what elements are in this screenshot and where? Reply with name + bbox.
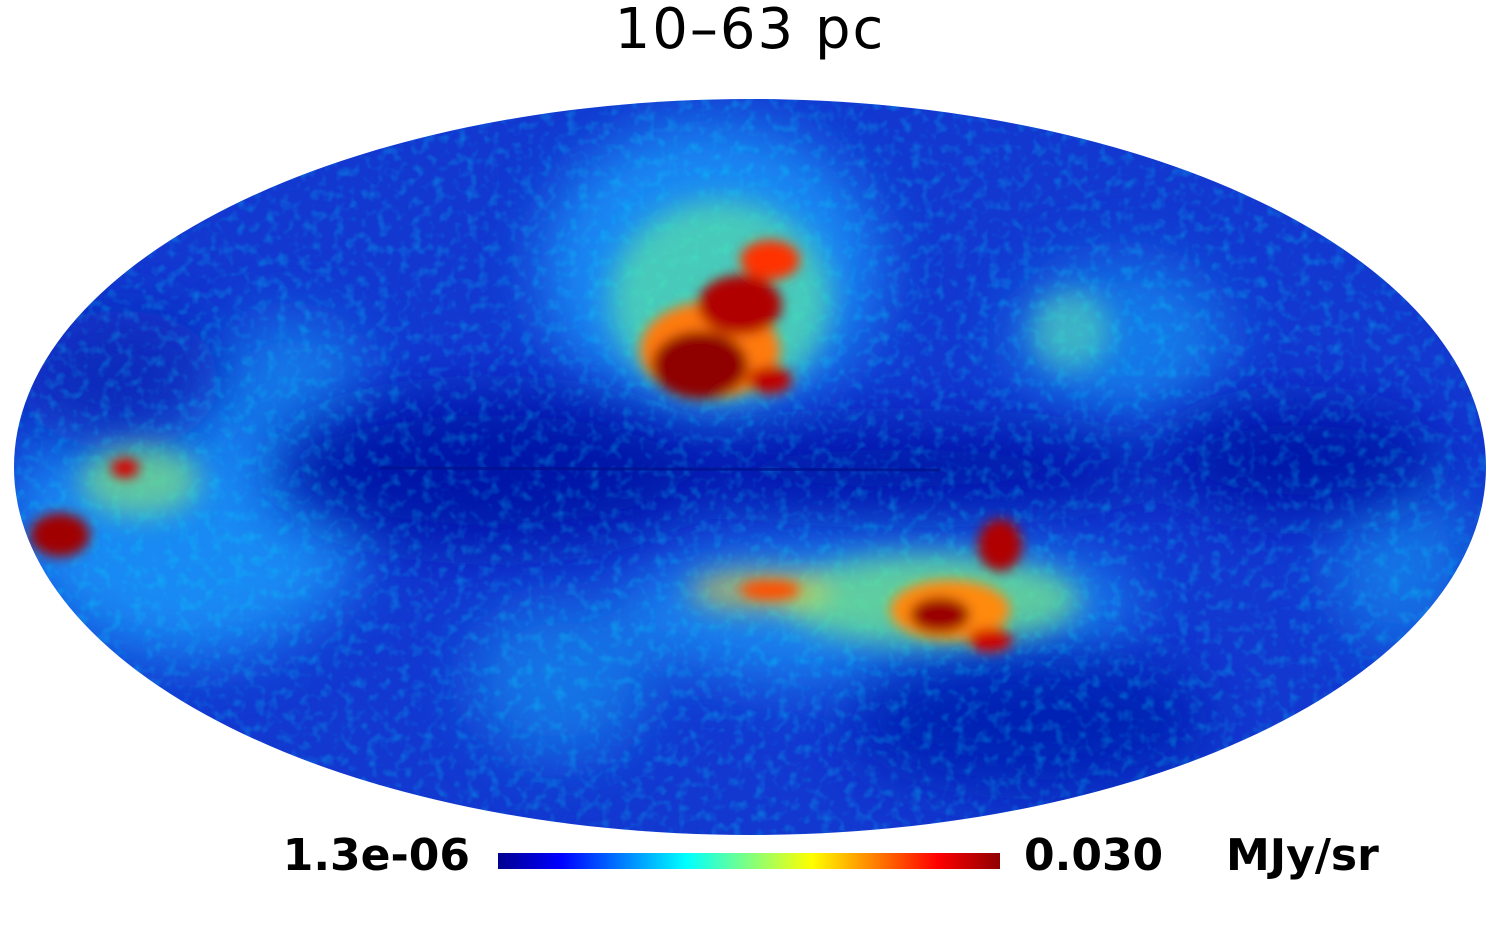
map-title: 10–63 pc	[614, 0, 886, 62]
high-intensity-regions	[30, 240, 1022, 652]
map-projection	[14, 99, 1486, 835]
colorbar	[498, 853, 1000, 869]
northern-lobe-bright-region	[640, 240, 800, 399]
colorbar-min-label: 1.3e-06	[282, 830, 470, 881]
western-edge-bright-region	[30, 458, 139, 557]
galactic-plane-dark-band	[379, 466, 941, 472]
colorbar-unit-label: MJy/sr	[1226, 830, 1379, 881]
colorbar-max-label: 0.030	[1024, 830, 1164, 881]
southern-arc-bright-region	[740, 519, 1022, 652]
